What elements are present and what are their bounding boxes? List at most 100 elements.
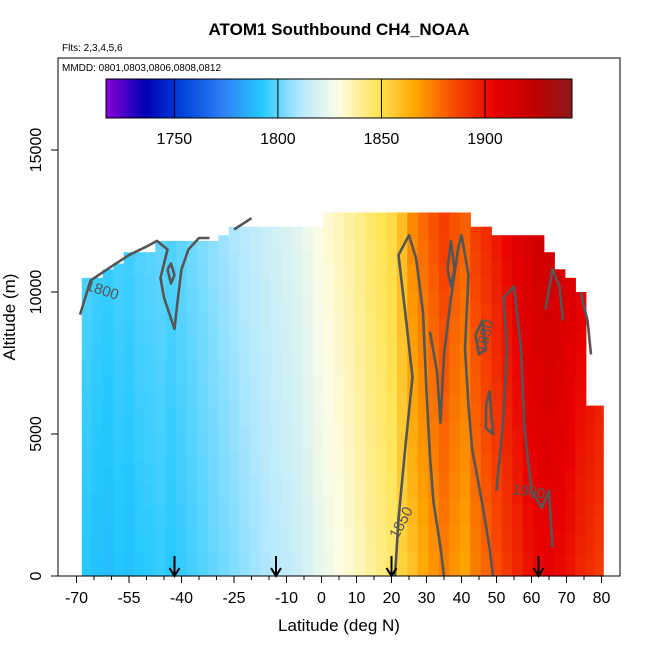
colorbar-segment bbox=[315, 79, 321, 118]
heatmap-cell bbox=[543, 252, 555, 276]
heatmap-cell bbox=[207, 432, 219, 457]
colorbar-segment bbox=[498, 79, 503, 118]
heatmap-cell bbox=[123, 414, 135, 438]
heatmap-cell bbox=[470, 226, 482, 253]
heatmap-cell bbox=[302, 526, 314, 552]
x-tick-label: -10 bbox=[275, 590, 298, 607]
heatmap-cell bbox=[333, 394, 345, 421]
heatmap-cell bbox=[365, 238, 377, 265]
heatmap-cell bbox=[113, 330, 125, 354]
heatmap-cell bbox=[281, 251, 293, 278]
x-tick-label: -70 bbox=[65, 590, 88, 607]
heatmap-cell bbox=[281, 501, 293, 527]
heatmap-cell bbox=[102, 291, 114, 314]
heatmap-cell bbox=[459, 446, 471, 473]
heatmap-cell bbox=[102, 488, 114, 511]
colorbar-tick-label: 1850 bbox=[364, 131, 400, 148]
heatmap-cell bbox=[438, 420, 450, 447]
contour-line bbox=[544, 268, 565, 321]
heatmap-cell bbox=[480, 226, 492, 253]
contour-line bbox=[428, 233, 495, 577]
heatmap-cell bbox=[207, 504, 219, 529]
heatmap-cell bbox=[176, 240, 188, 266]
heatmap-cell bbox=[386, 524, 398, 551]
heatmap-cell bbox=[207, 240, 219, 266]
heatmap-cell bbox=[491, 308, 503, 334]
heatmap-cell bbox=[543, 367, 555, 392]
heatmap-cell bbox=[512, 356, 524, 382]
heatmap-cell bbox=[417, 238, 429, 265]
heatmap-cell bbox=[543, 344, 555, 369]
x-tick-label: 40 bbox=[453, 590, 471, 607]
heatmap-cell bbox=[218, 283, 230, 309]
y-axis-label: Altitude (m) bbox=[0, 274, 19, 361]
heatmap-cell bbox=[197, 528, 209, 553]
heatmap-cell bbox=[480, 276, 492, 303]
heatmap-cell bbox=[585, 454, 596, 468]
colorbar-segment bbox=[307, 79, 313, 118]
heatmap-cell bbox=[186, 288, 198, 314]
heatmap-cell bbox=[249, 426, 261, 452]
heatmap-cell bbox=[386, 264, 398, 291]
heatmap-cell bbox=[123, 483, 135, 508]
heatmap-cell bbox=[417, 212, 429, 240]
colorbar-segment bbox=[195, 79, 200, 118]
heatmap-cell bbox=[480, 501, 492, 527]
heatmap-cell bbox=[354, 212, 366, 240]
heatmap-cell bbox=[543, 298, 555, 323]
heatmap-cell bbox=[564, 426, 576, 449]
heatmap-cell bbox=[113, 464, 125, 488]
heatmap-cell bbox=[449, 238, 461, 265]
heatmap-cell bbox=[144, 460, 156, 485]
colorbar-segment bbox=[385, 79, 390, 118]
heatmap-cell bbox=[396, 420, 408, 447]
heatmap-cell bbox=[386, 212, 398, 240]
y-tick-label: 15000 bbox=[28, 128, 45, 173]
heatmap-cell bbox=[554, 488, 566, 511]
heatmap-cell bbox=[543, 506, 555, 531]
colorbar-segment bbox=[502, 79, 507, 118]
heatmap-cell bbox=[585, 478, 596, 492]
colorbar-segment bbox=[179, 79, 185, 118]
heatmap-cell bbox=[501, 308, 513, 334]
colorbar-tick-label: 1800 bbox=[260, 131, 296, 148]
heatmap-cell bbox=[501, 235, 513, 261]
heatmap-cell bbox=[323, 394, 335, 421]
heatmap-cell bbox=[417, 394, 429, 421]
heatmap-cell bbox=[575, 393, 587, 415]
heatmap-cell bbox=[575, 434, 587, 455]
heatmap-cell bbox=[533, 356, 545, 382]
heatmap-cell bbox=[228, 251, 240, 278]
heatmap-cell bbox=[438, 472, 450, 499]
heatmap-cell bbox=[176, 312, 188, 338]
heatmap-cell bbox=[344, 342, 356, 369]
heatmap-cell bbox=[134, 252, 146, 276]
heatmap-cell bbox=[249, 251, 261, 278]
heatmap-cell bbox=[354, 420, 366, 447]
heatmap-cell bbox=[386, 290, 398, 317]
heatmap-cell bbox=[554, 510, 566, 533]
colorbar-segment bbox=[168, 79, 173, 118]
heatmap-cell bbox=[396, 498, 408, 525]
heatmap-cell bbox=[344, 238, 356, 265]
heatmap-cell bbox=[585, 563, 596, 577]
heatmap-cell bbox=[386, 316, 398, 343]
heatmap-cell bbox=[333, 498, 345, 525]
heatmap-cell bbox=[449, 550, 461, 577]
heatmap-cell bbox=[123, 529, 135, 554]
colorbar-segment bbox=[556, 79, 561, 118]
heatmap-cell bbox=[522, 527, 534, 553]
colorbar-segment bbox=[280, 79, 286, 118]
colorbar-segment bbox=[129, 79, 134, 118]
heatmap-cell bbox=[480, 301, 492, 328]
heatmap-cell bbox=[594, 527, 604, 541]
heatmap-cell bbox=[144, 483, 156, 508]
heatmap-cell bbox=[459, 290, 471, 317]
heatmap-cell bbox=[585, 405, 596, 419]
heatmap-cell bbox=[239, 451, 251, 477]
colorbar-segment bbox=[175, 79, 181, 118]
heatmap-cell bbox=[564, 405, 576, 428]
heatmap-cell bbox=[491, 551, 503, 577]
heatmap-cell bbox=[176, 552, 188, 577]
heatmap-cell bbox=[123, 298, 135, 323]
